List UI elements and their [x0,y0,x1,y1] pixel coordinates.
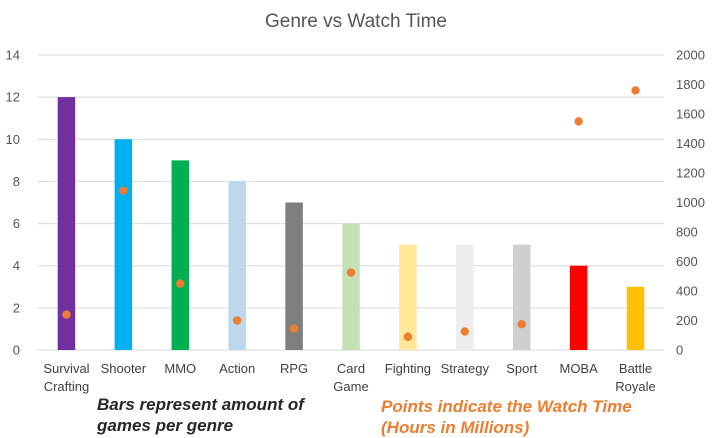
category-label: Strategy [441,361,490,376]
bars-note: Bars represent amount of games per genre [97,395,304,435]
category-label: Action [219,361,255,376]
right-tick-label: 2000 [676,48,705,63]
right-axis-ticks: 0 200 400 600 800 1000 1200 1400 1600 1800 2000 [676,48,705,358]
right-tick-label: 800 [676,225,698,240]
watch-time-point [119,186,128,195]
category-label: Card [337,361,365,376]
bar [512,244,531,350]
bar [285,202,303,350]
right-tick-label: 1200 [676,166,705,181]
category-label: RPG [280,361,308,376]
category-label: Fighting [385,361,431,376]
watch-time-point [232,316,242,325]
left-tick-label: 6 [13,216,20,231]
right-tick-label: 1400 [676,136,705,151]
watch-time-point [460,327,470,336]
category-label: Royale [615,379,655,394]
bar [456,244,474,350]
points-note: Points indicate the Watch Time (Hours in… [381,397,632,437]
left-tick-label: 10 [6,132,20,147]
bar [228,181,246,350]
left-tick-label: 14 [6,48,20,63]
category-label: MMO [164,361,196,376]
left-tick-label: 12 [6,90,20,105]
left-tick-label: 0 [13,343,20,358]
left-axis-ticks: 0 2 4 6 8 10 12 14 [6,48,20,358]
right-tick-label: 400 [676,284,698,299]
category-label: Battle [619,361,652,376]
right-tick-label: 200 [676,313,698,328]
category-labels: Survival Crafting Shooter MMO Action RPG Card G… [43,361,655,394]
chart-title: Genre vs Watch Time [265,11,447,32]
watch-time-point [403,332,413,341]
watch-time-point [346,268,356,277]
points [62,86,640,341]
right-tick-label: 600 [676,254,698,269]
category-label: Game [333,379,368,394]
bar [171,160,190,350]
right-tick-label: 1800 [676,77,705,92]
category-label: Sport [506,361,537,376]
watch-time-point [517,319,526,329]
watch-time-point [574,117,583,126]
watch-time-point [176,279,185,288]
bar [626,286,645,350]
watch-time-point [631,86,640,95]
bar [114,139,133,350]
left-tick-label: 2 [13,300,20,315]
watch-time-point [62,310,71,319]
bar [342,223,360,350]
watch-time-point [289,324,299,333]
right-tick-label: 0 [676,343,683,358]
bars [57,97,645,351]
right-tick-label: 1000 [676,195,705,210]
left-tick-label: 8 [13,174,20,189]
bar [569,265,588,350]
category-label: Shooter [101,361,147,376]
right-tick-label: 1600 [676,107,705,122]
category-label: Survival [43,361,89,376]
category-label: MOBA [559,361,598,376]
bar [57,97,76,351]
bar [399,244,417,350]
left-tick-label: 4 [13,258,20,273]
category-label: Crafting [44,379,90,394]
